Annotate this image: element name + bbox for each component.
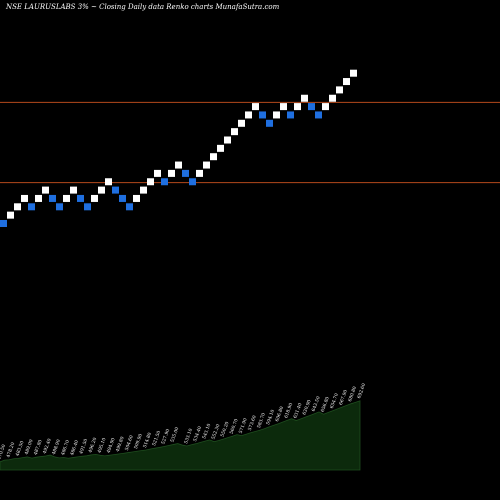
renko-brick-down (0, 220, 7, 227)
renko-brick-down (112, 186, 119, 194)
volume-value-label: 495.10 (96, 437, 107, 454)
renko-brick-up (42, 186, 49, 194)
volume-value-label: 654.70 (329, 392, 340, 409)
reference-lines (0, 101, 500, 184)
renko-brick-up (105, 178, 112, 186)
volume-value-label: 643.50 (311, 395, 322, 412)
renko-brick-up (175, 161, 182, 169)
renko-brick-up (91, 194, 98, 202)
renko-brick-up (336, 86, 343, 94)
renko-brick-down (84, 203, 91, 211)
renko-brick-down (189, 178, 196, 186)
volume-value-label: 552.30 (210, 423, 221, 440)
renko-brick-down (119, 194, 126, 202)
volume-value-label: 571.90 (238, 417, 249, 434)
renko-brick-up (238, 119, 245, 127)
renko-brick-up (21, 194, 28, 202)
volume-area (0, 400, 361, 471)
renko-brick-up (280, 103, 287, 111)
renko-brick-up (7, 211, 14, 219)
renko-bricks (0, 69, 357, 227)
renko-brick-up (231, 128, 238, 136)
renko-brick-up (217, 144, 224, 152)
volume-value-label: 483.50 (14, 440, 25, 457)
volume-value-label: 509.90 (133, 433, 144, 450)
renko-brick-down (77, 194, 84, 202)
volume-value-label: 478.20 (5, 441, 16, 458)
volume-value-label: 496.20 (87, 437, 98, 454)
volume-value-label: 488.90 (51, 439, 62, 456)
renko-brick-up (245, 111, 252, 119)
volume-value-label: 535.00 (169, 426, 180, 443)
renko-brick-up (147, 178, 154, 186)
volume-value-label: 573.60 (247, 415, 258, 432)
renko-brick-up (210, 153, 217, 161)
renko-brick-down (308, 103, 315, 111)
renko-brick-up (329, 94, 336, 102)
renko-brick-up (98, 186, 105, 194)
volume-value-label: 534.40 (192, 425, 203, 442)
renko-brick-up (322, 103, 329, 111)
volume-value-label: 667.90 (338, 389, 349, 406)
volume-value-label: 527.90 (160, 428, 171, 445)
renko-brick-up (70, 186, 77, 194)
renko-brick-up (154, 169, 161, 177)
volume-value-label: 499.80 (115, 436, 126, 453)
volume-value-label: 560.70 (229, 418, 240, 435)
renko-brick-up (301, 94, 308, 102)
volume-value-label: 656.80 (320, 396, 331, 413)
volume-value-label: 491.50 (78, 438, 89, 455)
renko-brick-up (196, 169, 203, 177)
volume-value-label: 486.70 (60, 439, 71, 456)
renko-brick-up (14, 203, 21, 211)
volume-value-label: 618.90 (283, 402, 294, 419)
volume-value-label: 680.80 (347, 386, 358, 403)
volume-value-label: 543.10 (201, 423, 212, 440)
volume-value-label: 486.40 (69, 439, 80, 456)
renko-brick-down (259, 111, 266, 119)
renko-brick-up (350, 69, 357, 77)
volume-value-label: 514.80 (142, 432, 153, 449)
volume-value-label: 533.10 (183, 428, 194, 445)
volume-value-label: 494.90 (106, 437, 117, 454)
renko-brick-down (49, 194, 56, 202)
renko-brick-down (126, 203, 133, 211)
volume-labels: 470.50 478.20 483.50 489.00 487.80 492.40 488.… (0, 382, 367, 460)
volume-value-label: 470.50 (0, 444, 7, 461)
renko-brick-up (35, 194, 42, 202)
renko-brick-up (63, 194, 70, 202)
renko-brick-down (287, 111, 294, 119)
renko-brick-up (140, 186, 147, 194)
renko-brick-up (203, 161, 210, 169)
renko-brick-down (182, 169, 189, 177)
renko-brick-up (133, 194, 140, 202)
volume-value-label: 521.50 (151, 430, 162, 447)
volume-value-label: 487.80 (33, 439, 44, 456)
chart-title: NSE LAURUSLABS 3% ~ Closing Daily data R… (5, 3, 280, 11)
volume-value-label: 550.20 (220, 421, 231, 438)
volume-value-label: 489.00 (24, 439, 35, 456)
volume-value-label: 606.80 (274, 406, 285, 423)
volume-value-label: 583.70 (256, 412, 267, 429)
volume-value-label: 492.40 (42, 438, 53, 455)
volume-value-label: 594.10 (265, 409, 276, 426)
volume-value-label: 630.90 (302, 399, 313, 416)
volume-value-label: 504.60 (124, 434, 135, 451)
renko-brick-up (224, 136, 231, 144)
renko-brick-down (315, 111, 322, 119)
renko-brick-down (28, 203, 35, 211)
renko-brick-up (273, 111, 280, 119)
renko-brick-up (294, 103, 301, 111)
renko-brick-down (161, 178, 168, 186)
volume-value-label: 631.40 (292, 402, 303, 419)
renko-brick-up (168, 169, 175, 177)
volume-area-path (0, 400, 361, 471)
volume-value-label: 692.60 (356, 382, 367, 399)
renko-brick-down (56, 203, 63, 211)
renko-brick-up (252, 103, 259, 111)
renko-brick-up (343, 78, 350, 86)
renko-brick-down (266, 119, 273, 127)
